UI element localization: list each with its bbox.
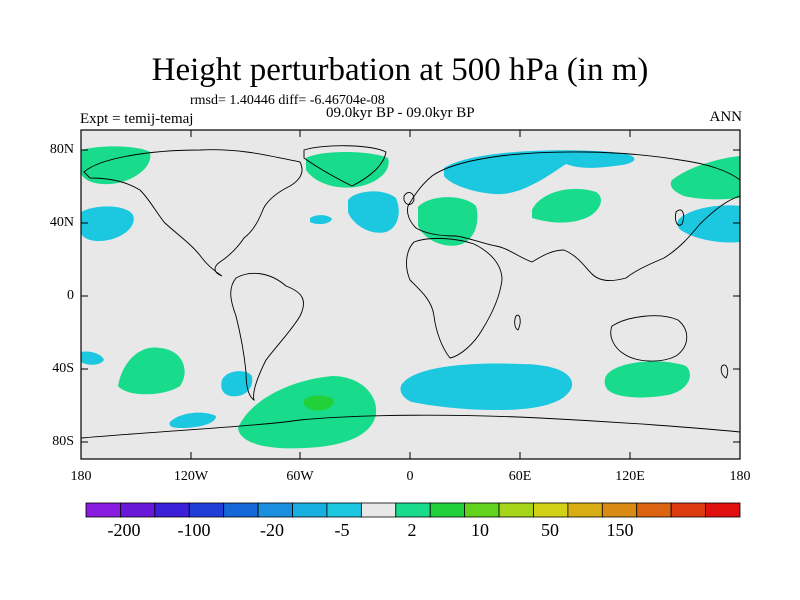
lon-label-60e: 60E <box>508 469 532 484</box>
colorbar-swatch <box>360 502 397 518</box>
anomaly-positive-region <box>532 188 601 223</box>
anomaly-negative-region <box>444 150 635 195</box>
colorbar-swatch <box>395 502 431 518</box>
colorbar-swatch <box>567 502 603 518</box>
anomaly-positive-region <box>306 152 389 188</box>
anomaly-positive-strong-region <box>303 395 334 411</box>
period-line: 09.0kyr BP - 09.0kyr BP <box>326 105 475 121</box>
anomaly-positive-region <box>81 146 151 185</box>
colorbar-label: -5 <box>334 520 350 540</box>
colorbar-swatch <box>601 502 638 518</box>
map-background <box>81 130 740 459</box>
colorbar-swatch <box>636 502 672 518</box>
colorbar-swatch <box>464 502 500 518</box>
colorbar-swatch <box>223 502 259 518</box>
south-america-outline <box>230 272 304 402</box>
season-label: ANN <box>709 109 743 125</box>
colorbar-swatch <box>292 502 328 518</box>
experiment-line: Expt = temij-temaj <box>80 111 194 127</box>
colorbar-swatch <box>429 502 466 518</box>
colorbar-swatch <box>670 502 706 518</box>
greenland-outline <box>303 145 387 187</box>
anomaly-negative-region <box>348 191 399 233</box>
colorbar-swatch <box>705 502 741 518</box>
north-america-outline <box>83 149 303 277</box>
madagascar-outline <box>514 314 521 331</box>
lon-label-180e: 180 <box>729 469 751 484</box>
japan-outline <box>675 209 685 226</box>
lat-label-40s: 40S <box>52 361 74 376</box>
colorbar-label: 50 <box>541 520 559 540</box>
colorbar-swatch <box>257 502 293 518</box>
colorbar-label: 150 <box>606 520 634 540</box>
anomaly-positive-region <box>670 156 740 200</box>
colorbar-swatch <box>533 502 569 518</box>
anomaly-negative-region <box>310 215 332 225</box>
lat-label-80s: 80S <box>52 434 74 449</box>
lat-ticks <box>81 149 740 443</box>
new-zealand-outline <box>720 364 729 379</box>
colorbar-label: -200 <box>107 520 141 540</box>
uk-outline <box>403 192 415 205</box>
lat-label-80n: 80N <box>49 142 74 157</box>
colorbar-swatch <box>498 502 534 518</box>
stats-line: rmsd= 1.40446 diff= -6.46704e-08 <box>190 93 385 108</box>
antarctica-outline <box>81 414 740 439</box>
anomaly-negative-region <box>221 371 253 397</box>
anomaly-positive-region <box>118 347 185 395</box>
lat-label-40n: 40N <box>49 215 74 230</box>
colorbar <box>85 502 741 518</box>
anomaly-negative-region <box>81 351 104 365</box>
anomaly-regions <box>81 146 740 449</box>
colorbar-label: -20 <box>260 520 284 540</box>
anomaly-positive-region <box>604 361 690 398</box>
africa-outline <box>406 237 503 359</box>
coastlines <box>81 145 740 439</box>
anomaly-negative-region <box>169 412 216 428</box>
colorbar-swatch <box>188 502 225 518</box>
map-title: Height perturbation at 500 hPa (in m) <box>151 52 649 88</box>
colorbar-swatch <box>326 502 362 518</box>
anomaly-negative-region <box>400 363 573 410</box>
australia-outline <box>610 315 688 362</box>
anomaly-positive-region <box>238 376 377 449</box>
lon-label-180w: 180 <box>70 469 92 484</box>
lon-label-0: 0 <box>406 469 414 484</box>
colorbar-label: 10 <box>471 520 489 540</box>
eurasia-outline <box>407 151 740 282</box>
lon-label-120e: 120E <box>615 469 645 484</box>
colorbar-swatch <box>154 502 190 518</box>
lon-label-60w: 60W <box>286 469 314 484</box>
colorbar-label: 2 <box>407 520 417 540</box>
lon-ticks <box>80 130 741 459</box>
colorbar-swatch <box>85 502 121 518</box>
anomaly-negative-region <box>677 205 740 243</box>
colorbar-swatch <box>120 502 156 518</box>
lon-label-120w: 120W <box>173 469 209 484</box>
colorbar-label: -100 <box>177 520 211 540</box>
lat-label-0: 0 <box>67 288 74 303</box>
anomaly-negative-region <box>81 206 134 242</box>
